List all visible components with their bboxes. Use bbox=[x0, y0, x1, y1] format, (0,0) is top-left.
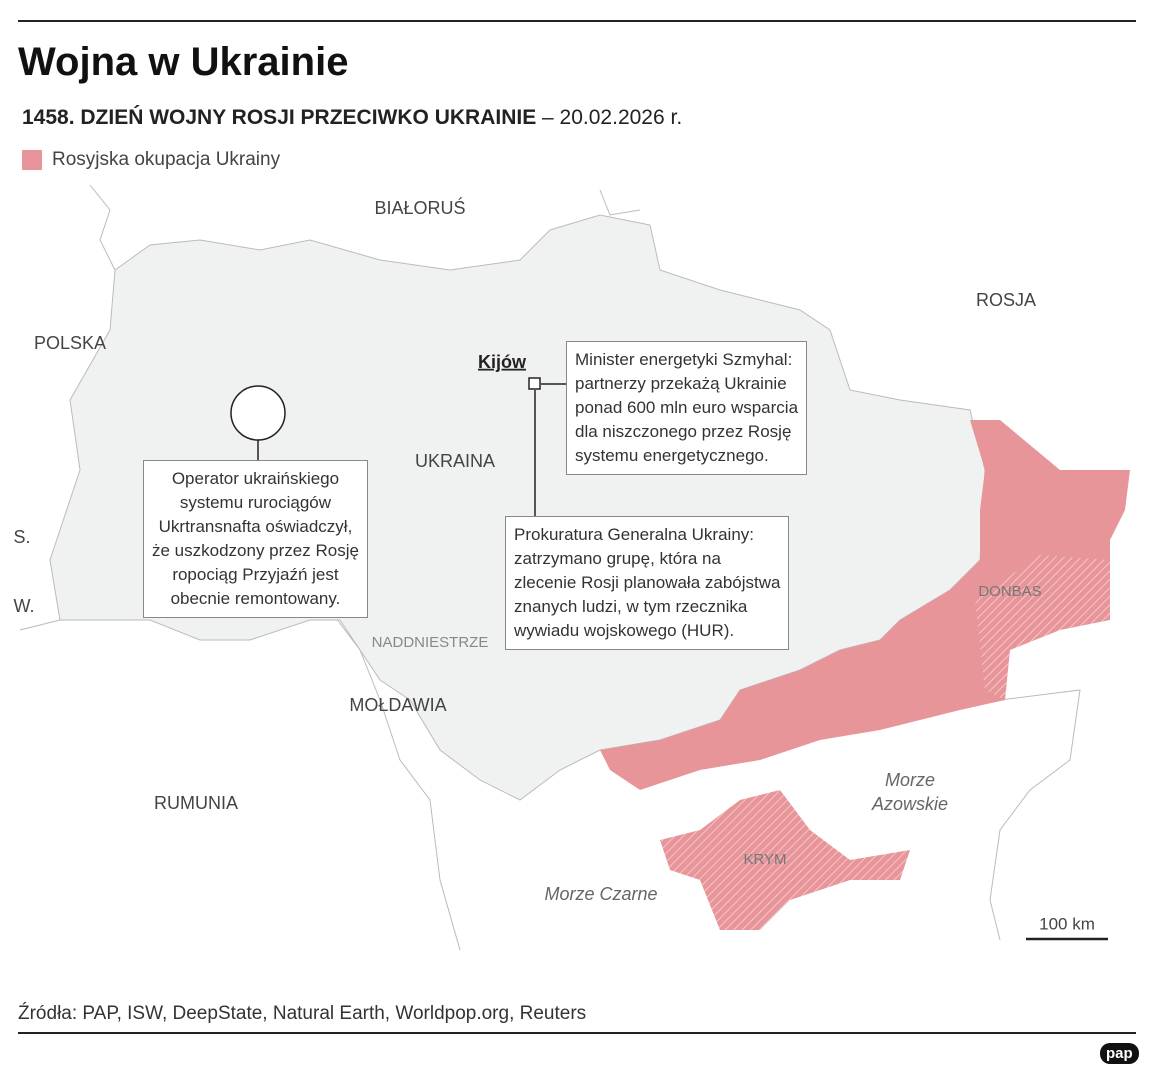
occupied-area bbox=[600, 420, 1130, 790]
callout-line: systemu energetycznego. bbox=[575, 446, 769, 465]
subtitle: 1458. DZIEŃ WOJNY ROSJI PRZECIWKO UKRAIN… bbox=[22, 106, 682, 130]
logo: pap bbox=[1100, 1043, 1139, 1064]
callout-line: Prokuratura Generalna Ukrainy: bbox=[514, 525, 755, 544]
country-label: MOŁDAWIA bbox=[349, 695, 446, 715]
sea-label: Morze bbox=[885, 770, 935, 790]
leaders bbox=[230, 377, 1108, 941]
donbas-hatch bbox=[975, 555, 1110, 700]
callout-line: ropociąg Przyjaźń jest bbox=[172, 565, 339, 584]
country-label: BIAŁORUŚ bbox=[374, 197, 465, 218]
scale-label: 100 km bbox=[1039, 914, 1095, 933]
crimea-hatch bbox=[660, 790, 910, 930]
callout-line: Operator ukraińskiego bbox=[171, 469, 340, 488]
capital-label: Kijów bbox=[478, 352, 527, 372]
subtitle-date: – 20.02.2026 r. bbox=[542, 106, 683, 129]
sea-label: Morze Czarne bbox=[544, 884, 657, 904]
region-label: DONBAS bbox=[978, 583, 1041, 600]
sources: Źródła: PAP, ISW, DeepState, Natural Ear… bbox=[18, 1003, 587, 1024]
callout-line: partnerzy przekażą Ukrainie bbox=[575, 374, 787, 393]
callout-line: obecnie remontowany. bbox=[170, 589, 341, 608]
country-label: POLSKA bbox=[34, 333, 106, 353]
callout-line: ponad 600 mln euro wsparcia bbox=[575, 398, 799, 417]
callout: Prokuratura Generalna Ukrainy: zatrzyman… bbox=[505, 516, 790, 650]
bottom-rule bbox=[18, 1032, 1136, 1034]
callout-line: że uszkodzony przez Rosję bbox=[152, 541, 359, 560]
callout-line: znanych ludzi, w tym rzecznika bbox=[514, 597, 748, 616]
country-label: W. bbox=[14, 596, 35, 616]
subtitle-day: 1458. DZIEŃ WOJNY ROSJI PRZECIWKO UKRAIN… bbox=[22, 106, 537, 129]
callout-line: Ukrtransnafta oświadczył, bbox=[158, 517, 353, 536]
country-label: ROSJA bbox=[976, 290, 1036, 310]
callout: Minister energetyki Szmyhal: partnerzy p… bbox=[566, 341, 808, 475]
country-label: S. bbox=[13, 527, 30, 547]
legend-swatch bbox=[22, 150, 42, 170]
callout-line: systemu rurociągów bbox=[179, 493, 332, 512]
country-label: UKRAINA bbox=[415, 451, 495, 471]
region-label: NADDNIESTRZE bbox=[372, 634, 489, 651]
top-rule bbox=[18, 20, 1136, 22]
callout-line: wywiadu wojskowego (HUR). bbox=[514, 621, 735, 640]
callout-line: zlecenie Rosji planowała zabójstwa bbox=[514, 573, 781, 592]
callout-line: Minister energetyki Szmyhal: bbox=[575, 350, 793, 369]
country-label: RUMUNIA bbox=[154, 793, 238, 813]
sea-label: Azowskie bbox=[871, 794, 948, 814]
callout: Operator ukraińskiego systemu rurociągów… bbox=[143, 460, 368, 618]
callout-line: zatrzymano grupę, która na bbox=[514, 549, 721, 568]
region-label: KRYM bbox=[743, 851, 786, 868]
title: Wojna w Ukrainie bbox=[18, 40, 349, 84]
callout-line: dla niszczonego przez Rosję bbox=[575, 422, 792, 441]
legend-label: Rosyjska okupacja Ukrainy bbox=[52, 149, 281, 170]
